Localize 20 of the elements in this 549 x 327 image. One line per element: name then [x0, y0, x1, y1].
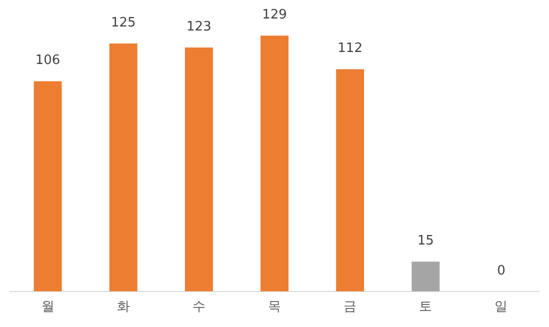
x-tick-label: 월 [41, 300, 54, 315]
x-tick-label: 수 [192, 300, 206, 315]
x-tick-label: 화 [116, 300, 130, 315]
bar [184, 47, 213, 292]
bar [412, 262, 440, 292]
x-tick-label: 금 [344, 300, 357, 315]
bar [34, 81, 62, 292]
bar [260, 36, 288, 292]
data-label: 112 [338, 41, 362, 56]
bar [109, 44, 138, 292]
x-tick-label: 목 [268, 300, 281, 315]
data-label: 129 [262, 7, 287, 22]
data-label: 15 [417, 234, 434, 249]
data-label: 0 [497, 263, 506, 278]
x-tick-label: 일 [494, 300, 508, 315]
data-label: 106 [35, 53, 60, 68]
bar [336, 69, 364, 292]
data-label: 125 [110, 15, 136, 30]
x-tick-label: 토 [419, 300, 432, 315]
data-label: 123 [186, 19, 212, 34]
